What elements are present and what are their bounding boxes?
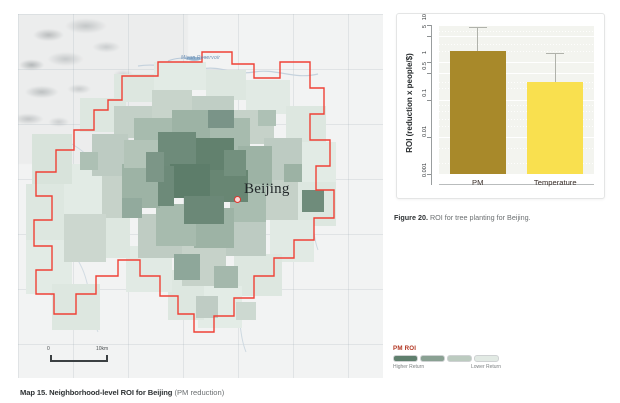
chart-y-tick-label: 0.01 bbox=[422, 125, 428, 137]
chart-errorbar-line-temperature bbox=[554, 52, 556, 82]
legend-swatch-0 bbox=[393, 355, 418, 362]
chart-y-tick-label: 0.5 bbox=[422, 62, 428, 71]
chart-gridline-minor bbox=[439, 147, 594, 149]
roi-boundary-outline bbox=[33, 51, 335, 333]
map-panel: Beijing Miyun Reservoir 0 10km bbox=[18, 14, 383, 378]
beijing-city-marker bbox=[234, 196, 241, 203]
map-caption-rest: (PM reduction) bbox=[172, 388, 225, 397]
beijing-city-label: Beijing bbox=[244, 181, 290, 197]
chart-gridline bbox=[439, 136, 594, 138]
legend-labels: Higher Return Lower Return bbox=[393, 364, 501, 370]
chart-gridline bbox=[439, 174, 594, 175]
map-caption: Map 15. Neighborhood-level ROI for Beiji… bbox=[20, 388, 224, 397]
chart-y-tick-mark bbox=[427, 174, 431, 175]
chart-gridline-minor bbox=[439, 44, 594, 46]
map-scale-bar: 0 10km bbox=[36, 346, 128, 368]
chart-x-axis-line bbox=[439, 184, 594, 185]
chart-gridline-minor bbox=[439, 105, 594, 107]
legend-swatch-3 bbox=[474, 355, 499, 362]
chart-y-tick-mark bbox=[427, 25, 431, 26]
chart-gridline bbox=[439, 73, 594, 75]
scale-end-label: 10km bbox=[96, 346, 109, 352]
chart-plot-area: ROI (reduction x people/$) 10 5 1 0.5 0.1 0.0… bbox=[405, 14, 594, 187]
chart-gridline bbox=[439, 25, 594, 26]
chart-gridline-minor bbox=[439, 88, 594, 90]
roi-chart-card: ROI (reduction x people/$) 10 5 1 0.5 0.1 0.0… bbox=[396, 13, 605, 199]
chart-errorbar-line-pm bbox=[477, 26, 479, 52]
chart-gridline-minor bbox=[439, 125, 594, 127]
legend-title: PM ROI bbox=[393, 345, 417, 352]
chart-y-tick-label: 0.001 bbox=[422, 163, 428, 177]
scale-tick-left bbox=[50, 355, 52, 362]
reservoir-label: Miyun Reservoir bbox=[181, 55, 221, 61]
chart-gridline-minor bbox=[439, 110, 594, 112]
chart-y-axis-line bbox=[431, 25, 433, 185]
figure-caption-rest: ROI for tree planting for Beijing. bbox=[427, 213, 531, 222]
scale-start-label: 0 bbox=[47, 346, 50, 352]
chart-errorbar-cap-pm bbox=[468, 26, 487, 28]
legend-swatches bbox=[393, 355, 523, 362]
chart-gridline-minor bbox=[439, 81, 594, 83]
chart-y-tick-mark bbox=[427, 73, 431, 75]
chart-gridline bbox=[439, 99, 594, 101]
chart-y-tick-mark bbox=[427, 62, 431, 64]
chart-errorbar-cap-temperature bbox=[546, 52, 565, 55]
chart-gridline bbox=[439, 62, 594, 64]
chart-y-axis-title: ROI (reduction x people/$) bbox=[405, 53, 414, 153]
chart-gridline bbox=[439, 36, 594, 38]
legend-high-label: Higher Return bbox=[393, 364, 425, 370]
chart-gridline-minor bbox=[439, 118, 594, 120]
chart-y-tick-mark bbox=[427, 36, 431, 38]
map-legend: PM ROI Higher Return Lower Return bbox=[393, 345, 523, 370]
legend-low-label: Lower Return bbox=[470, 364, 501, 370]
figure-caption: Figure 20. ROI for tree planting for Bei… bbox=[394, 213, 531, 222]
chart-gridline-minor bbox=[439, 30, 594, 32]
chart-y-tick-label: 10 bbox=[422, 14, 428, 21]
scale-rule bbox=[50, 360, 108, 362]
chart-y-tick-label: 1 bbox=[422, 51, 428, 55]
map-caption-bold: Map 15. Neighborhood-level ROI for Beiji… bbox=[20, 388, 173, 397]
chart-gridline-minor bbox=[439, 162, 594, 164]
legend-swatch-2 bbox=[447, 355, 472, 362]
chart-x-label-pm: PM bbox=[472, 178, 484, 187]
chart-gridline-minor bbox=[439, 51, 594, 53]
chart-y-tick-mark bbox=[427, 136, 431, 138]
chart-bar-temperature bbox=[527, 81, 584, 174]
legend-swatch-1 bbox=[420, 355, 445, 362]
chart-bar-pm bbox=[449, 51, 506, 174]
chart-y-tick-mark bbox=[427, 99, 431, 101]
chart-y-tick-label: 5 bbox=[422, 25, 428, 29]
chart-x-label-temperature: Temperature bbox=[533, 178, 577, 187]
roi-raster-cells bbox=[26, 62, 336, 330]
chart-y-tick-label: 0.1 bbox=[422, 88, 428, 97]
figure-caption-bold: Figure 20. bbox=[394, 213, 428, 222]
scale-tick-right bbox=[106, 355, 108, 362]
